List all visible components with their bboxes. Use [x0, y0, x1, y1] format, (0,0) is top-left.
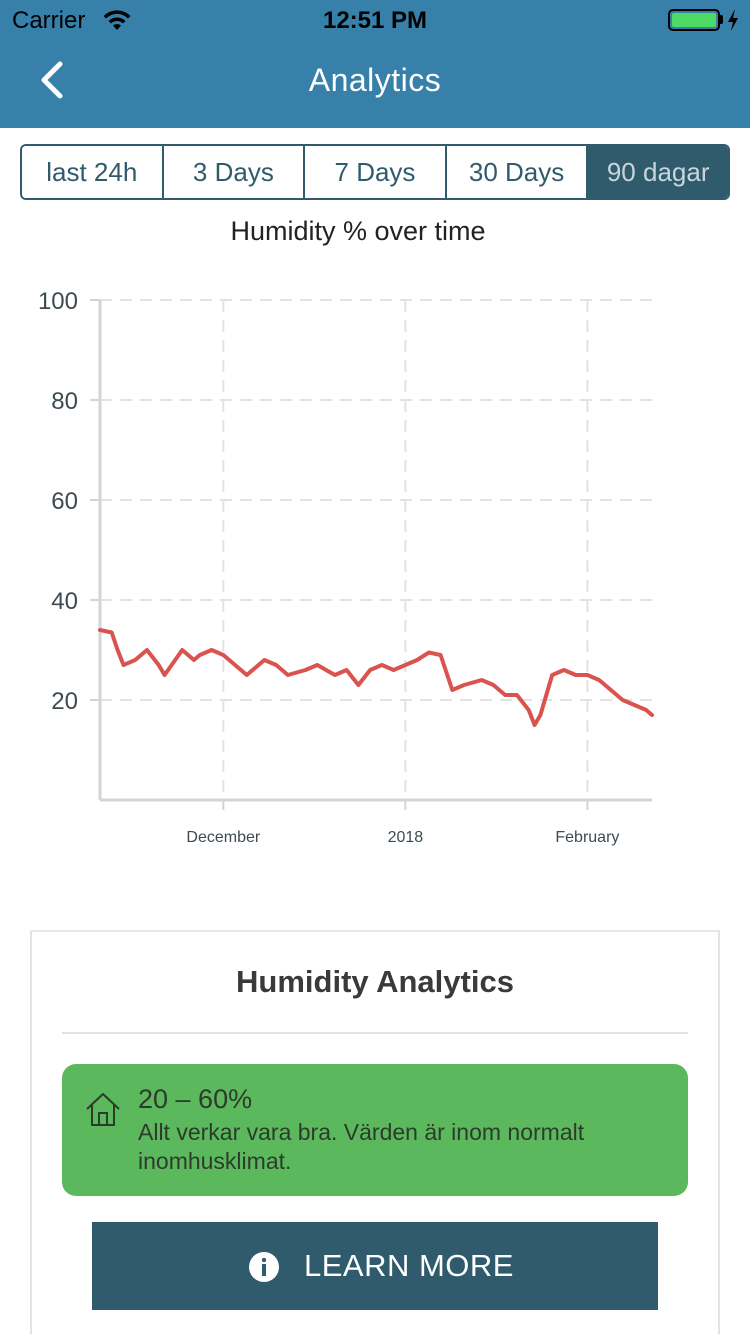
info-icon [249, 1252, 279, 1282]
card-divider [62, 1032, 688, 1034]
tab-3-days[interactable]: 3 Days [163, 146, 306, 198]
data-point [450, 688, 454, 692]
data-point [597, 678, 601, 682]
data-point [274, 663, 278, 667]
chart-axes: 20 40 60 80 100 December 2018 February [38, 288, 652, 846]
data-point [304, 668, 308, 672]
data-point [533, 723, 537, 727]
data-point [233, 663, 237, 667]
battery-icon [668, 9, 720, 31]
y-tick-label: 80 [51, 388, 78, 415]
y-tick-label: 100 [38, 288, 78, 315]
y-tick-label: 20 [51, 688, 78, 715]
data-point [650, 713, 654, 717]
x-tick-label: 2018 [388, 829, 424, 846]
tab-7-days[interactable]: 7 Days [305, 146, 447, 198]
data-point [286, 673, 290, 677]
data-point [157, 663, 161, 667]
y-tick-label: 60 [51, 488, 78, 515]
data-point [245, 673, 249, 677]
page-title: Analytics [308, 62, 442, 98]
data-point [315, 663, 319, 667]
data-point [503, 693, 507, 697]
back-chevron-icon[interactable] [34, 58, 70, 102]
data-point [574, 673, 578, 677]
data-point [262, 658, 266, 662]
y-tick-label: 40 [51, 588, 78, 615]
data-point [491, 683, 495, 687]
data-point [644, 708, 648, 712]
status-bar: Carrier 12:51 PM [0, 0, 750, 40]
learn-more-button[interactable]: LEARN MORE [92, 1222, 658, 1310]
data-point [345, 668, 349, 672]
status-time: 12:51 PM [322, 7, 428, 34]
data-point [462, 683, 466, 687]
tab-last-24h[interactable]: last 24h [22, 146, 164, 198]
data-point [98, 628, 102, 632]
data-point [116, 648, 120, 652]
card-title: Humidity Analytics [236, 964, 514, 999]
data-point [480, 678, 484, 682]
x-tick-label: December [186, 829, 260, 846]
learn-more-label: LEARN MORE [304, 1248, 514, 1283]
humidity-analytics-card: Humidity Analytics 20 – 60% Allt verkar … [30, 930, 720, 1334]
data-point [110, 631, 114, 634]
data-point [192, 658, 196, 662]
data-point [550, 673, 554, 677]
data-point [163, 673, 167, 677]
data-point [121, 663, 125, 667]
data-point [198, 653, 202, 657]
data-point [380, 663, 384, 667]
x-tick-label: February [555, 829, 619, 846]
data-point [562, 668, 566, 672]
home-icon [86, 1093, 120, 1126]
data-point [333, 673, 337, 677]
chart-series [98, 628, 654, 727]
wifi-icon [103, 10, 131, 30]
data-point [439, 653, 443, 657]
data-point [609, 688, 613, 692]
chart-title: Humidity % over time [230, 216, 486, 246]
range-description: Allt verkar vara bra. Värden är inom nor… [138, 1119, 585, 1174]
nav-header: Carrier 12:51 PM Analytics [0, 0, 750, 128]
data-point [356, 683, 360, 687]
humidity-chart: 20 40 60 80 100 December 2018 February [38, 288, 654, 846]
carrier-label: Carrier [12, 7, 86, 34]
tab-30-days[interactable]: 30 Days [446, 146, 589, 198]
data-point [392, 668, 396, 672]
data-point [632, 703, 636, 707]
data-point [368, 668, 372, 672]
data-point [585, 673, 589, 677]
data-point [403, 663, 407, 667]
data-point [621, 698, 625, 702]
charging-bolt-icon [728, 9, 738, 31]
data-point [180, 648, 184, 652]
battery-cap [720, 15, 723, 24]
data-point [427, 651, 431, 654]
range-value: 20 – 60% [138, 1084, 253, 1114]
data-point [133, 658, 137, 662]
chart-grid [100, 299, 652, 800]
data-point [221, 653, 225, 657]
data-point [538, 713, 542, 717]
data-point [515, 693, 519, 697]
data-point [415, 658, 419, 662]
humidity-range-box: 20 – 60% Allt verkar vara bra. Värden är… [62, 1064, 688, 1196]
series-line [98, 628, 654, 727]
data-point [210, 648, 214, 652]
data-point [145, 648, 149, 652]
tab-90-days[interactable]: 90 dagar [588, 146, 728, 198]
data-point [527, 708, 531, 712]
time-range-tabs: last 24h 3 Days 7 Days 30 Days 90 dagar [20, 144, 730, 200]
